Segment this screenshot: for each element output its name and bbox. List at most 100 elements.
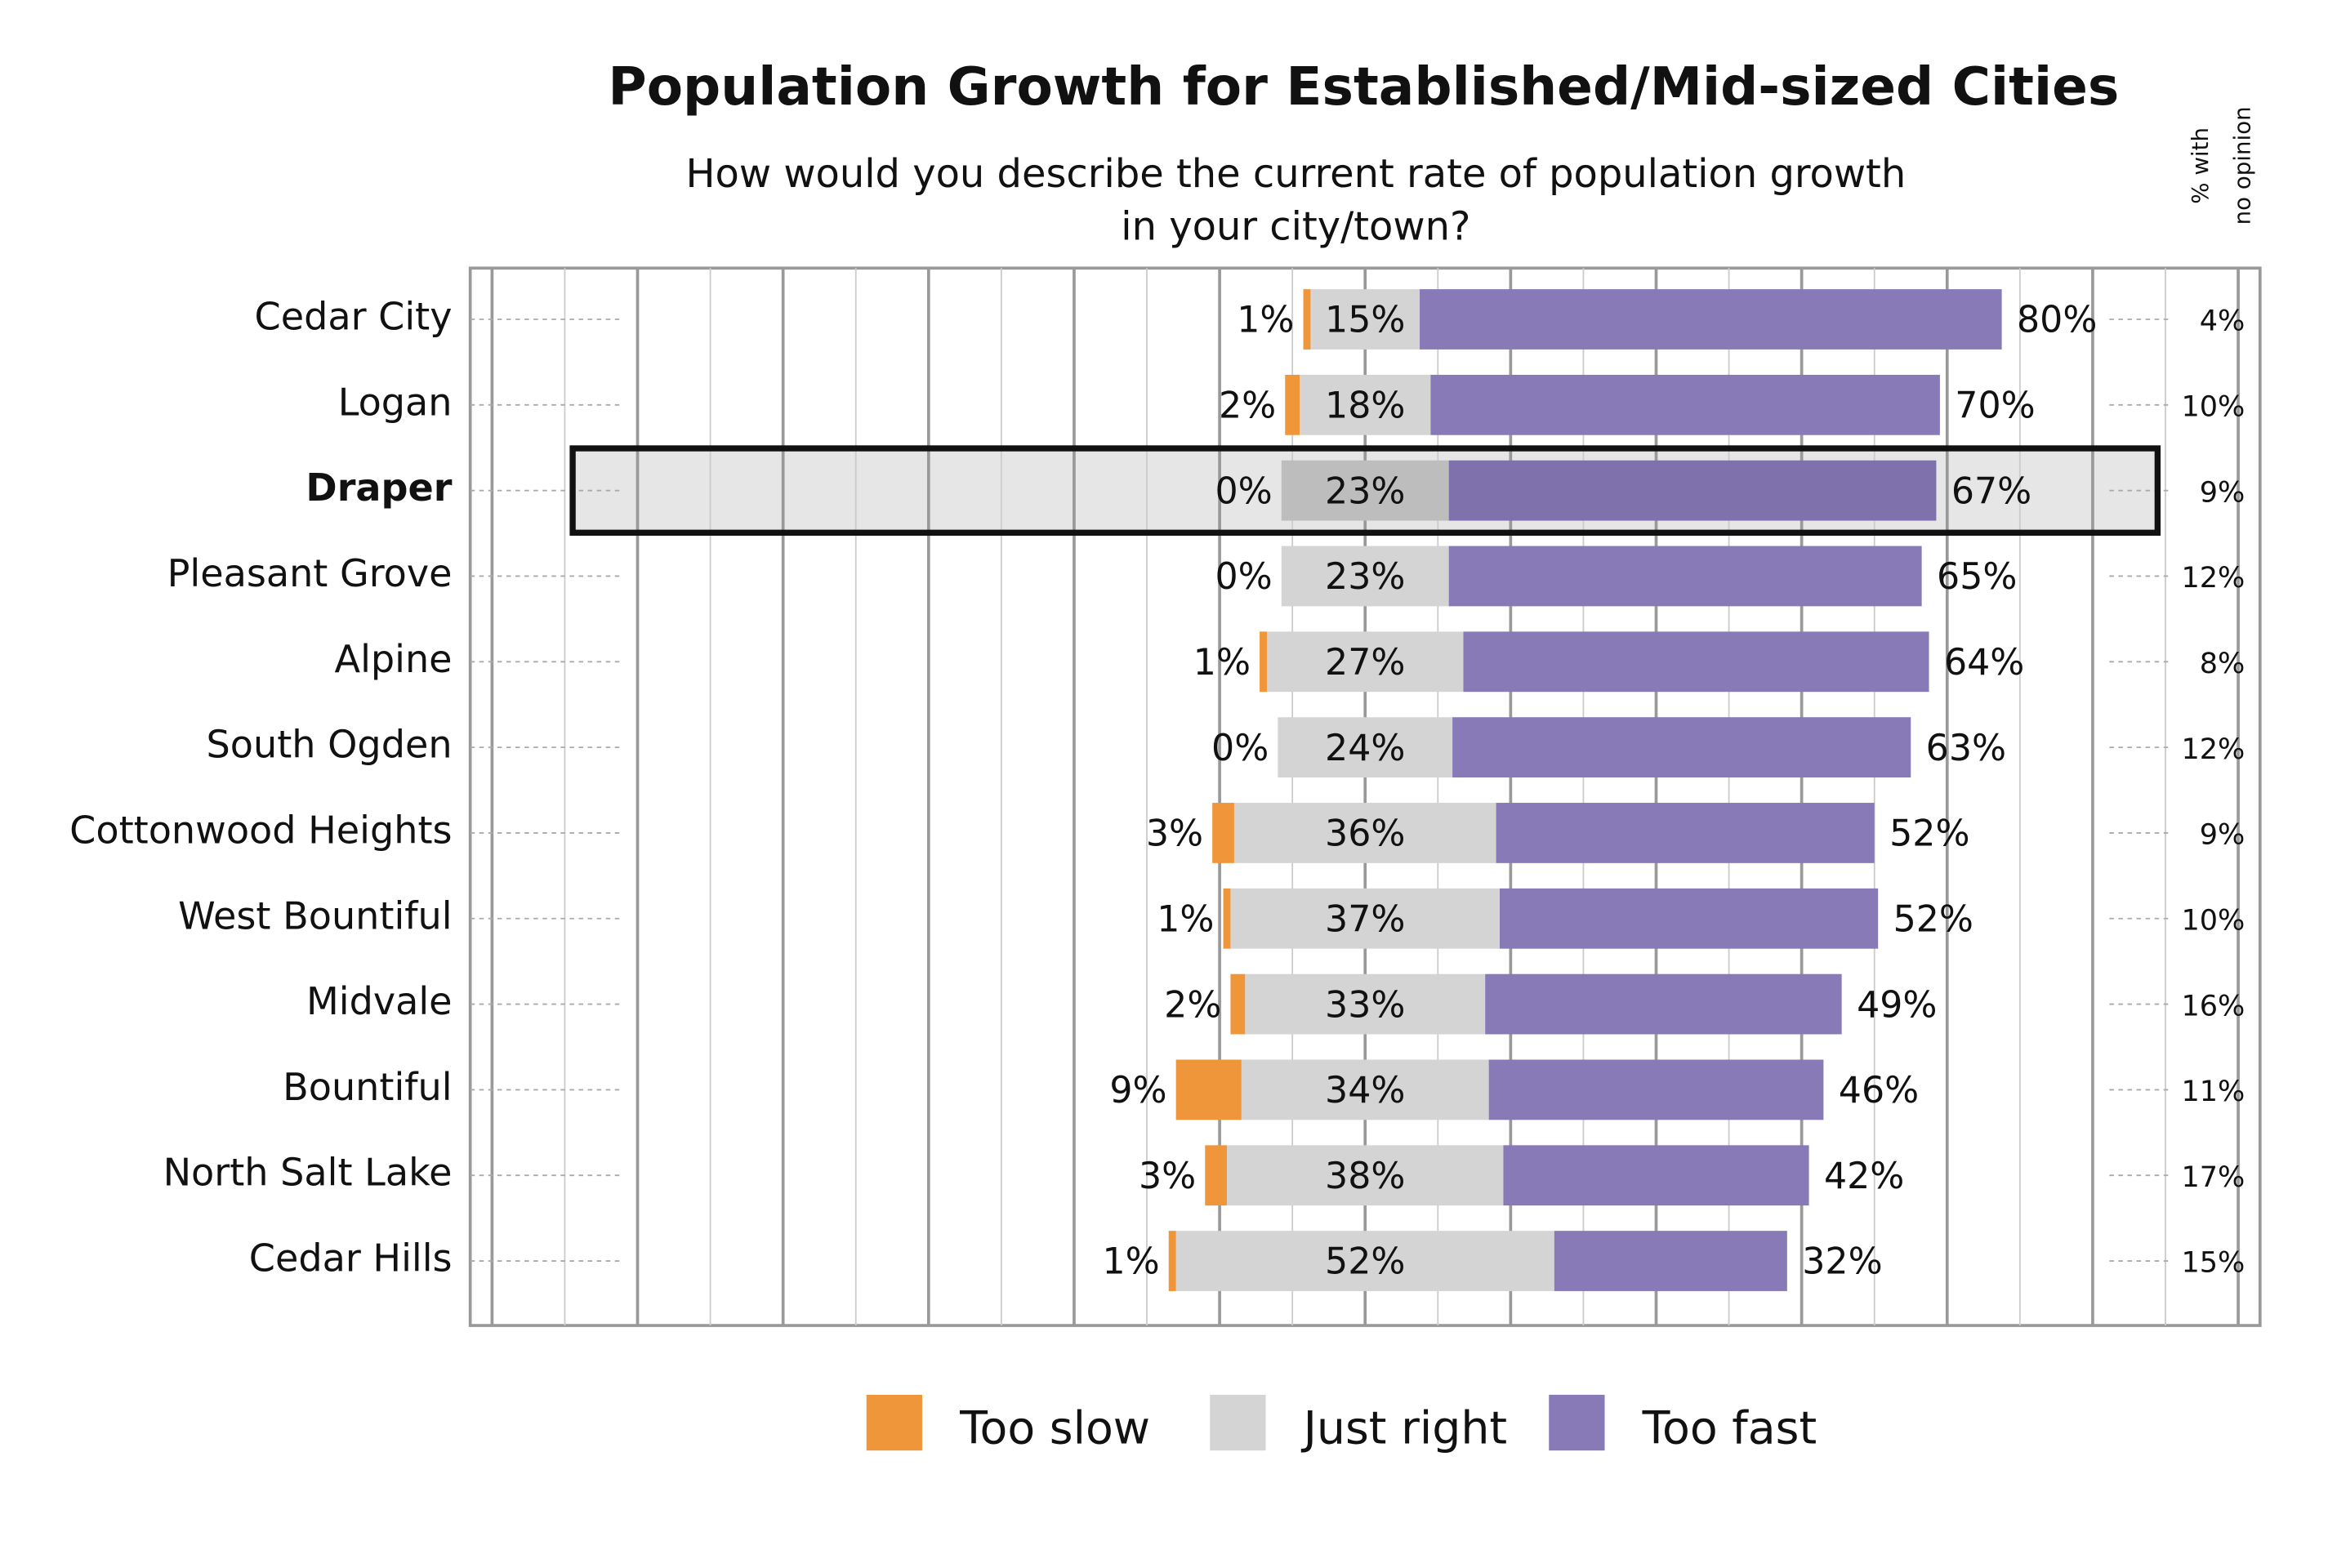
subtitle: How would you describe the current rate … <box>686 151 1907 197</box>
value-label: 1% <box>1102 1241 1159 1283</box>
bar <box>1175 1059 1242 1120</box>
value-label: 2% <box>1164 984 1221 1026</box>
value-label: 0% <box>1215 556 1273 598</box>
bar <box>1223 888 1231 949</box>
bar <box>1226 1145 1504 1206</box>
category-label: South Ogden <box>207 723 453 767</box>
bar <box>1278 717 1453 778</box>
value-label: 1% <box>1193 642 1251 684</box>
no-opinion-label: 16% <box>2181 989 2245 1022</box>
bar <box>1452 717 1911 778</box>
value-label: 42% <box>1824 1156 1904 1197</box>
bar <box>1448 546 1922 607</box>
bar <box>1463 631 1929 693</box>
bar <box>1554 1231 1787 1291</box>
legend-swatch <box>1549 1394 1605 1451</box>
value-label: 2% <box>1219 385 1276 427</box>
value-label: 32% <box>1802 1241 1882 1283</box>
value-label: 1% <box>1157 898 1214 940</box>
no-opinion-label: 15% <box>2181 1246 2245 1280</box>
value-label: 1% <box>1237 300 1294 341</box>
no-opinion-label: 9% <box>2200 818 2245 852</box>
value-label: 23% <box>1325 556 1405 598</box>
bar <box>1168 1231 1176 1291</box>
bar <box>1285 374 1300 435</box>
bar <box>1260 631 1267 693</box>
no-opinion-label: 12% <box>2181 733 2245 766</box>
value-label: 24% <box>1325 728 1405 769</box>
bar <box>1281 546 1449 607</box>
legend-swatch <box>1210 1394 1266 1451</box>
value-label: 52% <box>1325 1241 1405 1283</box>
bar <box>1500 888 1879 949</box>
value-label: 34% <box>1325 1070 1405 1111</box>
value-label: 38% <box>1325 1156 1405 1197</box>
subtitle: in your city/town? <box>1121 203 1470 249</box>
bar <box>1266 631 1464 693</box>
value-label: 52% <box>1893 898 1973 940</box>
value-label: 0% <box>1215 470 1273 512</box>
bar <box>1420 289 2002 350</box>
bar <box>1488 1059 1824 1120</box>
value-label: 3% <box>1139 1156 1196 1197</box>
bar <box>1503 1145 1809 1206</box>
value-label: 36% <box>1325 813 1405 855</box>
category-label: Alpine <box>335 637 453 681</box>
bar <box>1205 1145 1227 1206</box>
bar <box>1281 460 1449 521</box>
bar <box>1212 803 1234 863</box>
bar <box>1485 973 1842 1035</box>
value-label: 49% <box>1857 984 1937 1026</box>
side-header: % with <box>2187 127 2214 204</box>
legend-label: Too fast <box>1642 1402 1817 1454</box>
no-opinion-label: 8% <box>2200 647 2245 680</box>
value-label: 15% <box>1325 300 1405 341</box>
highlight-box <box>569 445 2161 536</box>
bar <box>1245 973 1486 1035</box>
value-label: 23% <box>1325 470 1405 512</box>
legend-swatch <box>866 1394 922 1451</box>
value-label: 52% <box>1889 813 1969 855</box>
bar <box>1233 803 1496 863</box>
value-label: 0% <box>1211 728 1269 769</box>
value-label: 33% <box>1325 984 1405 1026</box>
chart-title: Population Growth for Established/Mid-si… <box>608 56 2119 118</box>
bar <box>1241 1059 1489 1120</box>
legend-label: Just right <box>1301 1402 1508 1454</box>
bar <box>1303 289 1311 350</box>
no-opinion-label: 17% <box>2181 1160 2245 1194</box>
bar <box>1430 374 1940 435</box>
side-header: no opinion <box>2228 106 2255 225</box>
category-label: West Bountiful <box>178 893 452 938</box>
category-label: Cedar City <box>255 295 453 339</box>
no-opinion-label: 12% <box>2181 561 2245 595</box>
value-label: 37% <box>1325 898 1405 940</box>
category-label: Cottonwood Heights <box>69 808 452 852</box>
bar <box>1175 1231 1554 1291</box>
bar <box>1496 803 1875 863</box>
bar <box>1230 973 1246 1035</box>
value-label: 63% <box>1926 728 2006 769</box>
value-label: 80% <box>2017 300 2097 341</box>
no-opinion-label: 10% <box>2181 390 2245 424</box>
category-label: Draper <box>305 466 452 510</box>
no-opinion-label: 11% <box>2181 1075 2245 1108</box>
bar <box>1230 888 1501 949</box>
category-label: Bountiful <box>283 1065 452 1109</box>
bar <box>1448 460 1937 521</box>
value-label: 18% <box>1325 385 1405 427</box>
value-label: 65% <box>1937 556 2017 598</box>
value-label: 46% <box>1839 1070 1919 1111</box>
category-label: Pleasant Grove <box>167 551 453 595</box>
value-label: 9% <box>1109 1070 1166 1111</box>
category-label: Logan <box>338 380 453 424</box>
category-label: North Salt Lake <box>163 1151 453 1195</box>
value-label: 3% <box>1146 813 1203 855</box>
no-opinion-label: 4% <box>2200 305 2245 338</box>
category-label: Midvale <box>306 979 453 1023</box>
no-opinion-label: 10% <box>2181 903 2245 937</box>
value-label: 70% <box>1955 385 2035 427</box>
no-opinion-label: 9% <box>2200 475 2245 509</box>
value-label: 67% <box>1951 470 2031 512</box>
